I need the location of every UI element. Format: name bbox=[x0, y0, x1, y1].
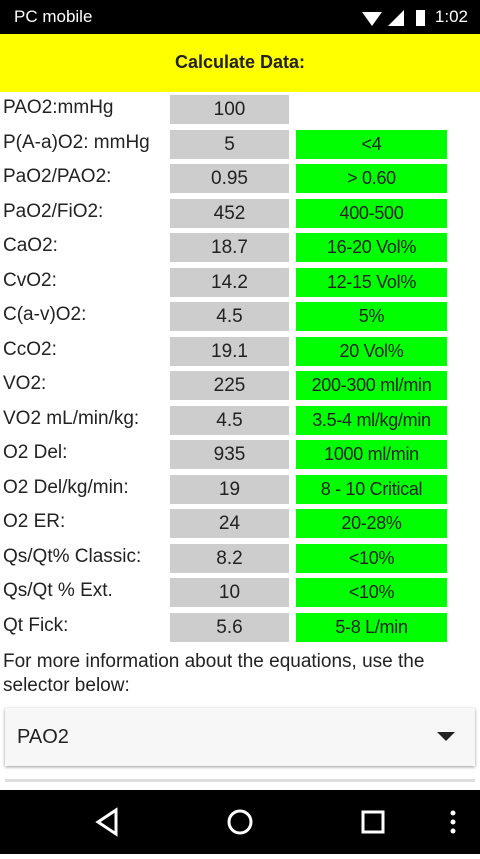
normal-range: > 0.60 bbox=[296, 164, 447, 193]
normal-range: <10% bbox=[296, 578, 447, 607]
row-label: O2 Del: bbox=[3, 442, 68, 463]
table-row: Qs/Qt % Ext. 10 <10% bbox=[0, 578, 480, 607]
row-value: 24 bbox=[170, 509, 289, 538]
divider bbox=[5, 779, 475, 782]
row-label: Qs/Qt % Ext. bbox=[3, 580, 113, 601]
table-row: P(A-a)O2: mmHg 5 <4 bbox=[0, 129, 480, 159]
row-value: 18.7 bbox=[170, 233, 289, 262]
menu-button[interactable] bbox=[450, 810, 456, 834]
table-row: VO2: 225 200-300 ml/min bbox=[0, 371, 480, 400]
table-row: O2 Del/kg/min: 19 8 - 10 Critical bbox=[0, 474, 480, 504]
table-row: CvO2: 14.2 12-15 Vol% bbox=[0, 267, 480, 297]
row-label: PaO2/FiO2: bbox=[3, 200, 104, 222]
normal-range: 20-28% bbox=[296, 509, 447, 538]
row-value: 8.2 bbox=[170, 543, 289, 573]
row-label: CvO2: bbox=[3, 269, 57, 291]
normal-range: 20 Vol% bbox=[296, 336, 447, 366]
nav-bar bbox=[0, 790, 480, 854]
row-label: Qs/Qt% Classic: bbox=[3, 545, 142, 567]
info-text: For more information about the equations… bbox=[3, 651, 425, 696]
row-label: CaO2: bbox=[3, 235, 58, 256]
row-value: 19 bbox=[170, 474, 289, 504]
row-value: 100 bbox=[170, 95, 289, 124]
row-value: 4.5 bbox=[170, 405, 289, 435]
row-label: P(A-a)O2: mmHg bbox=[3, 131, 150, 153]
row-value: 5 bbox=[170, 129, 289, 159]
row-label: CcO2: bbox=[3, 338, 57, 360]
normal-range: 5-8 L/min bbox=[296, 612, 447, 642]
row-label: Qt Fick: bbox=[3, 614, 69, 636]
normal-range: 3.5-4 ml/kg/min bbox=[296, 405, 447, 435]
status-bar: PC mobile 1:02 bbox=[0, 0, 480, 34]
row-label: O2 Del/kg/min: bbox=[3, 476, 129, 498]
status-icons bbox=[362, 10, 425, 26]
normal-range: <4 bbox=[296, 129, 447, 159]
row-label: VO2 mL/min/kg: bbox=[3, 407, 140, 429]
carrier: PC mobile bbox=[14, 7, 93, 26]
row-value: 0.95 bbox=[170, 164, 289, 193]
table-row: CaO2: 18.7 16-20 Vol% bbox=[0, 233, 480, 262]
row-label: PAO2:mmHg bbox=[3, 97, 114, 118]
table-row: C(a-v)O2: 4.5 5% bbox=[0, 302, 480, 331]
normal-range: 1000 ml/min bbox=[296, 440, 447, 469]
table-row: CcO2: 19.1 20 Vol% bbox=[0, 336, 480, 366]
selector[interactable]: PAO2 bbox=[5, 708, 475, 766]
row-value: 5.6 bbox=[170, 612, 289, 642]
row-value: 4.5 bbox=[170, 302, 289, 331]
normal-range: 400-500 bbox=[296, 198, 447, 228]
table-row: Qt Fick: 5.6 5-8 L/min bbox=[0, 612, 480, 642]
normal-range: 200-300 ml/min bbox=[296, 371, 447, 400]
home-button[interactable] bbox=[227, 809, 253, 835]
table-row: VO2 mL/min/kg: 4.5 3.5-4 ml/kg/min bbox=[0, 405, 480, 435]
row-label: VO2: bbox=[3, 373, 47, 394]
table-row: PaO2/FiO2: 452 400-500 bbox=[0, 198, 480, 228]
row-value: 935 bbox=[170, 440, 289, 469]
row-value: 14.2 bbox=[170, 267, 289, 297]
normal-range: <10% bbox=[296, 543, 447, 573]
table-row: O2 Del: 935 1000 ml/min bbox=[0, 440, 480, 469]
row-label: C(a-v)O2: bbox=[3, 304, 87, 325]
normal-range: 16-20 Vol% bbox=[296, 233, 447, 262]
header: Calculate Data: bbox=[0, 34, 480, 92]
row-value: 19.1 bbox=[170, 336, 289, 366]
row-value: 225 bbox=[170, 371, 289, 400]
clock: 1:02 bbox=[434, 7, 468, 26]
nav-icons bbox=[95, 807, 456, 837]
row-label: O2 ER: bbox=[3, 511, 66, 532]
back-button[interactable] bbox=[95, 807, 118, 837]
normal-range: 5% bbox=[296, 302, 447, 331]
table-row: PAO2:mmHg 100 bbox=[0, 95, 480, 124]
row-label: PaO2/PAO2: bbox=[3, 166, 112, 187]
header-title: Calculate Data: bbox=[174, 52, 306, 72]
normal-range: 8 - 10 Critical bbox=[296, 474, 447, 504]
dropdown-arrow bbox=[437, 732, 455, 741]
table-row: PaO2/PAO2: 0.95 > 0.60 bbox=[0, 164, 480, 193]
row-value: 452 bbox=[170, 198, 289, 228]
normal-range: 12-15 Vol% bbox=[296, 267, 447, 297]
selector-value: PAO2 bbox=[17, 726, 69, 748]
table-row: O2 ER: 24 20-28% bbox=[0, 509, 480, 538]
row-value: 10 bbox=[170, 578, 289, 607]
table-row: Qs/Qt% Classic: 8.2 <10% bbox=[0, 543, 480, 573]
recents-button[interactable] bbox=[361, 810, 385, 834]
